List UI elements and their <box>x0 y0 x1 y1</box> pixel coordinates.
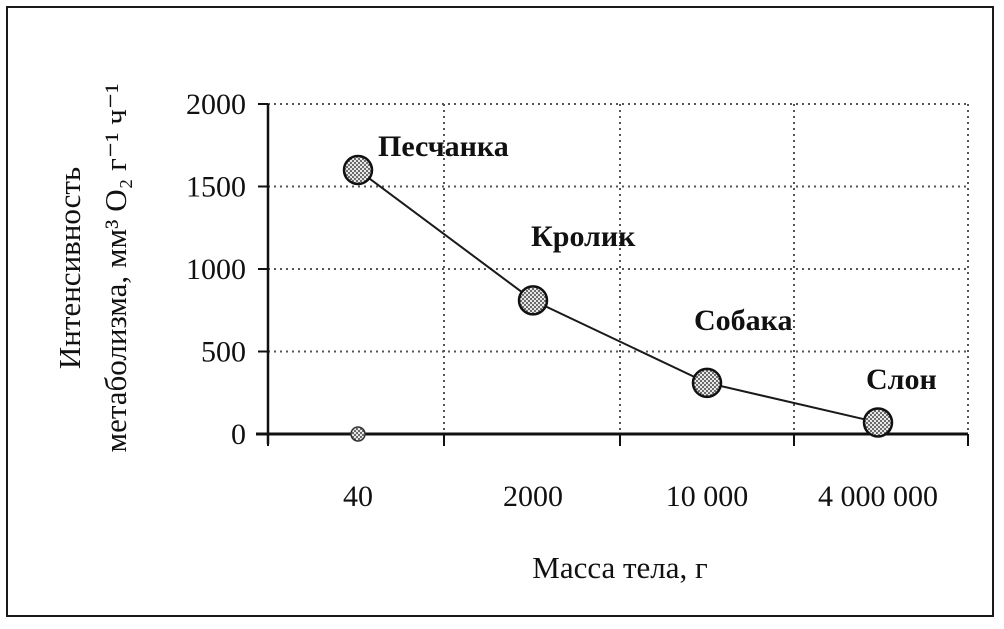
x-axis-title: Масса тела, г <box>532 550 707 585</box>
point-labels: Песчанка Кролик Собака Слон <box>378 130 937 396</box>
data-point-marker <box>517 285 549 316</box>
x-axis-ticks: 40 2000 10 000 4 000 000 <box>267 434 969 513</box>
y-tick-label: 500 <box>201 336 246 369</box>
data-point-marker <box>691 367 723 399</box>
y-tick-label: 1000 <box>186 253 246 286</box>
y-tick-label: 1500 <box>186 171 246 204</box>
data-point-label: Собака <box>694 304 793 337</box>
data-point-marker <box>862 407 894 438</box>
y-axis-ticks: 0 500 1000 1500 2000 <box>186 88 268 451</box>
plot-area <box>256 103 969 444</box>
data-point-label: Песчанка <box>378 130 509 163</box>
y-axis-title-line1: Интенсивность <box>52 167 87 369</box>
series-line <box>342 154 894 442</box>
data-line <box>357 169 879 424</box>
y-axis-title-line2: метаболизма, мм³ O₂ г⁻¹ ч⁻¹ <box>98 83 133 452</box>
x-tick-label: 2000 <box>503 480 563 513</box>
chart-frame <box>6 6 994 617</box>
x-tick-label: 4 000 000 <box>818 480 938 513</box>
origin-marker <box>350 426 366 442</box>
x-tick-label: 10 000 <box>666 480 749 513</box>
y-tick-label: 2000 <box>186 88 246 121</box>
x-tick-label: 40 <box>343 480 373 513</box>
y-tick-label: 0 <box>231 418 246 451</box>
data-point-label: Кролик <box>531 220 636 253</box>
data-point-label: Слон <box>866 363 937 396</box>
data-point-marker <box>342 154 374 186</box>
